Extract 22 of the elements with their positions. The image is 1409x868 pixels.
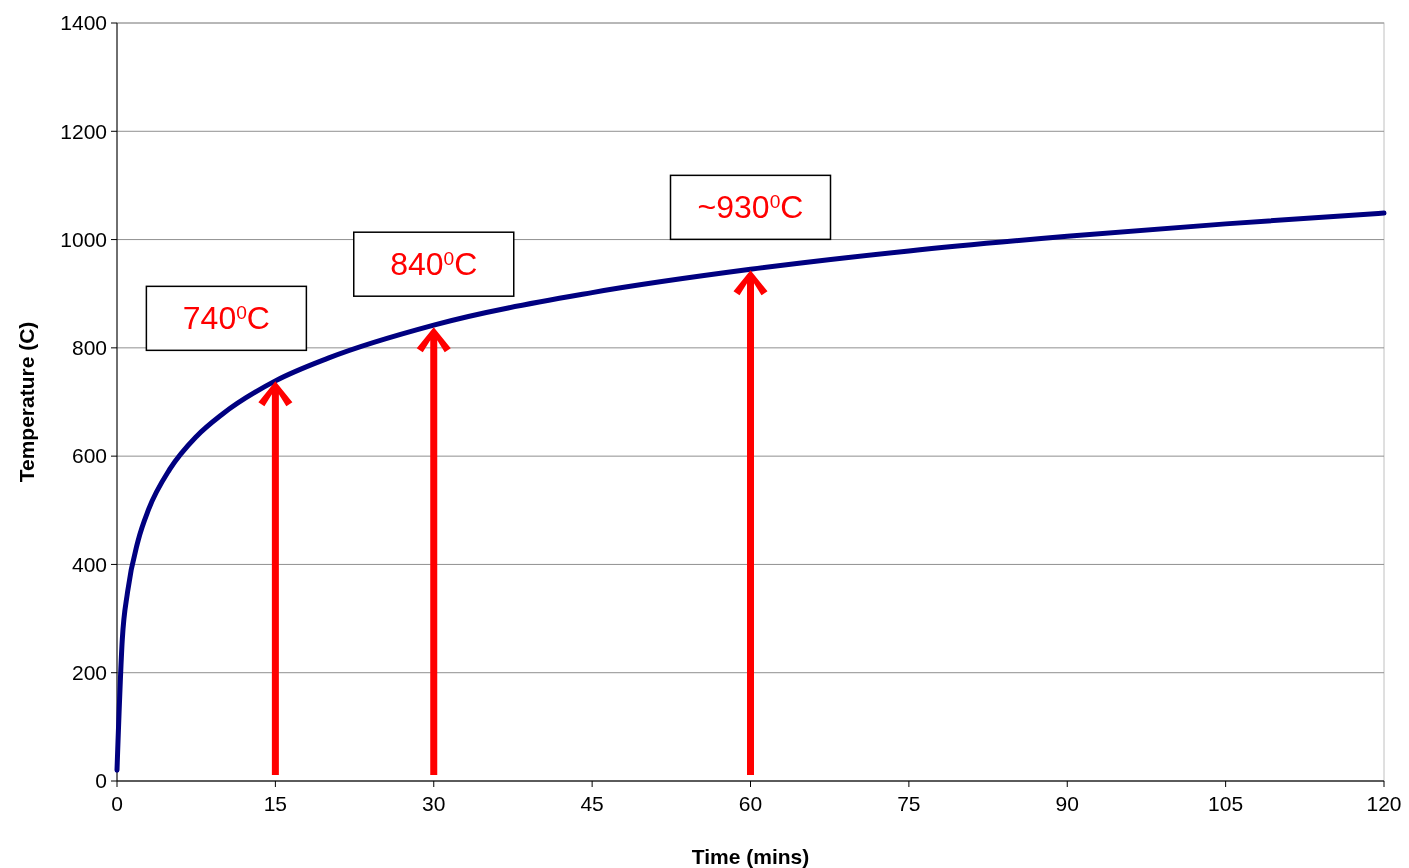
y-tick-label: 600	[71, 444, 107, 468]
x-tick-label: 45	[580, 792, 604, 815]
x-axis-title: Time (mins)	[691, 845, 810, 868]
y-tick-label: 400	[71, 552, 107, 576]
x-tick-label: 105	[1208, 792, 1244, 815]
x-tick-label: 0	[111, 792, 123, 815]
annotation: 840$^{0}$C	[390, 246, 478, 283]
y-tick-label: 800	[71, 336, 107, 360]
x-tick-label: 15	[263, 792, 288, 815]
x-tick-label: 30	[422, 792, 446, 815]
x-tick-label: 75	[897, 792, 921, 815]
x-tick-label: 60	[738, 792, 763, 815]
y-axis-title: Temperature (C)	[15, 321, 38, 483]
y-tick-label: 200	[71, 661, 107, 685]
y-tick-label: 1000	[60, 227, 107, 251]
annotation: 740$^{0}$C	[182, 300, 270, 337]
y-tick-label: 0	[95, 769, 107, 793]
annotation: ~930$^{0}$C	[697, 189, 804, 226]
x-tick-label: 90	[1055, 792, 1079, 815]
y-tick-label: 1400	[60, 11, 107, 35]
y-tick-label: 1200	[60, 119, 107, 143]
x-tick-label: 120	[1366, 792, 1402, 815]
